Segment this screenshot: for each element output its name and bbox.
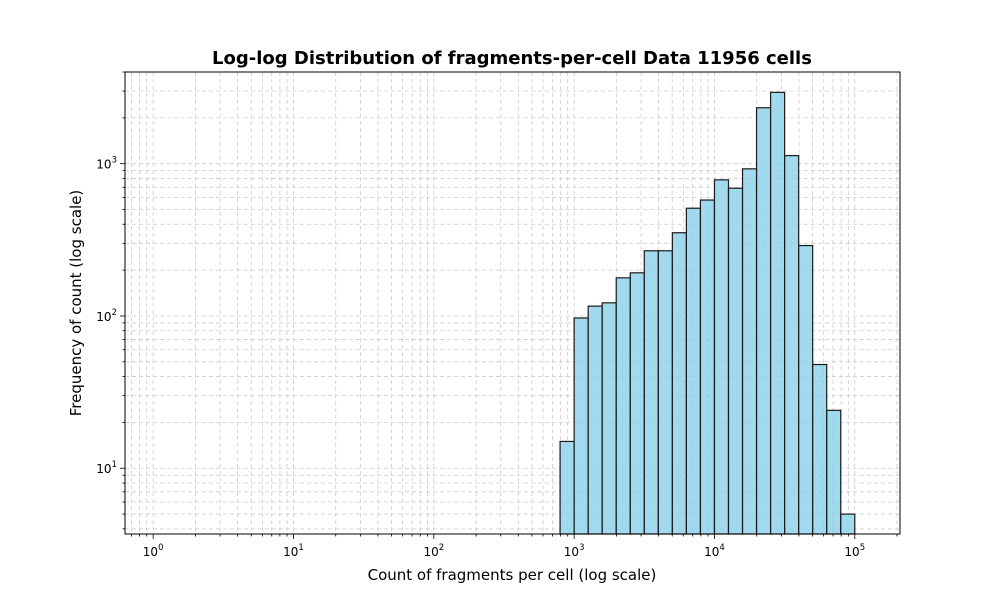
histogram-bar — [657, 250, 673, 535]
histogram-bar — [629, 272, 645, 535]
histogram-bar — [784, 154, 800, 535]
x-tick-label: 104 — [704, 543, 725, 559]
histogram-bar — [601, 302, 617, 535]
x-axis-label: Count of fragments per cell (log scale) — [368, 566, 657, 584]
histogram-bar — [755, 107, 772, 535]
x-tick-label: 100 — [143, 543, 164, 559]
y-tick-label: 103 — [96, 156, 117, 172]
x-tick-label: 105 — [844, 543, 865, 559]
histogram-bar — [699, 199, 716, 535]
histogram-bar — [826, 409, 842, 535]
x-tick-label: 102 — [423, 543, 444, 559]
histogram-bar — [769, 91, 786, 535]
plot-frame — [124, 71, 901, 535]
y-tick-label: 102 — [96, 308, 117, 324]
histogram-bar — [727, 187, 744, 535]
chart-title: Log-log Distribution of fragments-per-ce… — [212, 48, 812, 69]
x-tick-label: 103 — [564, 543, 585, 559]
y-axis-label: Frequency of count (log scale) — [67, 190, 85, 417]
histogram-bar — [741, 168, 758, 535]
histogram-bar — [798, 244, 814, 535]
x-tick-label: 101 — [283, 543, 304, 559]
histogram-bars — [559, 91, 856, 535]
histogram-bar — [840, 513, 856, 535]
y-tick-label: 101 — [96, 460, 117, 476]
histogram-bar — [713, 179, 730, 535]
histogram-bar — [643, 250, 659, 535]
histogram-bar — [559, 440, 575, 535]
histogram-bar — [573, 317, 589, 535]
histogram-bar — [812, 363, 828, 535]
histogram-bar — [615, 277, 631, 535]
histogram-bar — [587, 305, 603, 535]
histogram-bar — [671, 232, 687, 535]
histogram-bar — [685, 207, 702, 535]
